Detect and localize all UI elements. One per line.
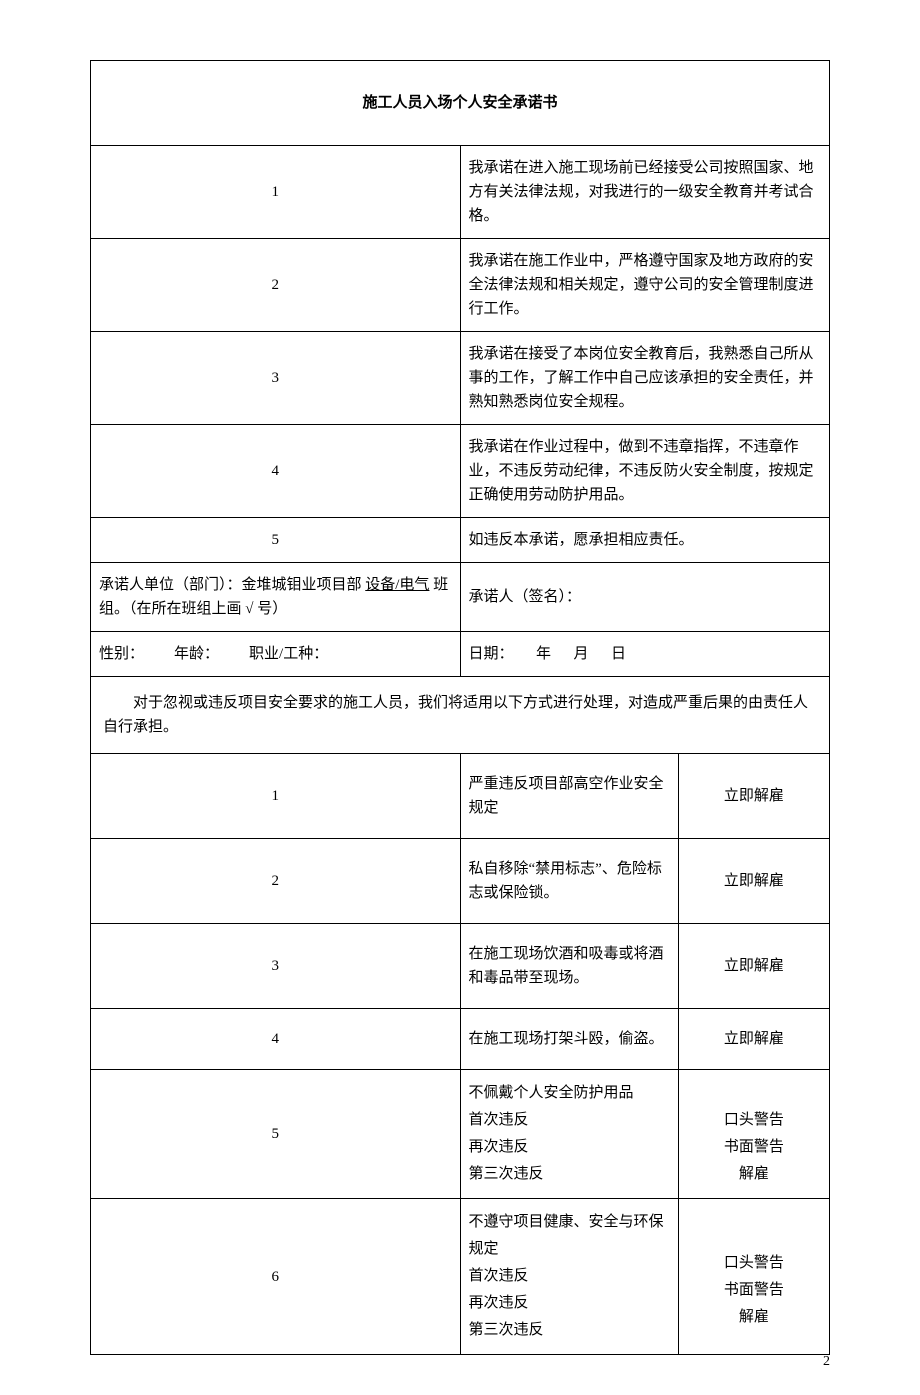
- v-num-1: 1: [91, 754, 461, 839]
- v-text-4: 在施工现场打架斗殴，偷盗。: [460, 1009, 678, 1070]
- commit-text-5: 如违反本承诺，愿承担相应责任。: [460, 518, 830, 563]
- v-num-2: 2: [91, 839, 461, 924]
- day-label: 日: [611, 646, 626, 662]
- v-num-6: 6: [91, 1199, 461, 1355]
- v-num-4: 4: [91, 1009, 461, 1070]
- commitment-document-table: 施工人员入场个人安全承诺书 1 我承诺在进入施工现场前已经接受公司按照国家、地方…: [90, 60, 830, 1355]
- v6-line4: 第三次违反: [469, 1317, 670, 1344]
- v-num-3: 3: [91, 924, 461, 1009]
- gender-label: 性别：: [99, 646, 144, 662]
- commit-text-2: 我承诺在施工作业中，严格遵守国家及地方政府的安全法律法规和相关规定，遵守公司的安…: [460, 239, 830, 332]
- personal-info-cell: 性别： 年龄： 职业/工种：: [91, 632, 461, 677]
- date-label: 日期：: [469, 646, 514, 662]
- v5-line3: 再次违反: [469, 1134, 670, 1161]
- v-penalty-2: 立即解雇: [678, 839, 829, 924]
- v5-p2: 书面警告: [687, 1134, 821, 1161]
- v5-line2: 首次违反: [469, 1107, 670, 1134]
- v6-p2: 书面警告: [687, 1277, 821, 1304]
- v6-line3: 再次违反: [469, 1290, 670, 1317]
- v-num-5: 5: [91, 1070, 461, 1199]
- v6-line1: 不遵守项目健康、安全与环保规定: [469, 1209, 670, 1263]
- v5-line4: 第三次违反: [469, 1161, 670, 1188]
- unit-cell: 承诺人单位（部门）：金堆城钼业项目部 设备/电气 班组。（在所在班组上画 √ 号…: [91, 563, 461, 632]
- v-penalty-5: 口头警告 书面警告 解雇: [678, 1070, 829, 1199]
- commit-text-4: 我承诺在作业过程中，做到不违章指挥，不违章作业，不违反劳动纪律，不违反防火安全制…: [460, 425, 830, 518]
- v6-line2: 首次违反: [469, 1263, 670, 1290]
- year-label: 年: [536, 646, 551, 662]
- v-penalty-4: 立即解雇: [678, 1009, 829, 1070]
- commit-num-3: 3: [91, 332, 461, 425]
- occupation-label: 职业/工种：: [249, 646, 328, 662]
- unit-label-prefix: 承诺人单位（部门）：金堆城钼业项目部: [99, 577, 365, 593]
- unit-underline: 设备/电气: [365, 577, 429, 593]
- v-penalty-1: 立即解雇: [678, 754, 829, 839]
- v-penalty-6: 口头警告 书面警告 解雇: [678, 1199, 829, 1355]
- v-text-2: 私自移除“禁用标志”、危险标志或保险锁。: [460, 839, 678, 924]
- commit-text-3: 我承诺在接受了本岗位安全教育后，我熟悉自己所从事的工作，了解工作中自己应该承担的…: [460, 332, 830, 425]
- commit-num-1: 1: [91, 146, 461, 239]
- intro-text: 对于忽视或违反项目安全要求的施工人员，我们将适用以下方式进行处理，对造成严重后果…: [91, 677, 830, 754]
- v-text-6: 不遵守项目健康、安全与环保规定 首次违反 再次违反 第三次违反: [460, 1199, 678, 1355]
- commit-num-4: 4: [91, 425, 461, 518]
- v-text-1: 严重违反项目部高空作业安全规定: [460, 754, 678, 839]
- v6-p1: 口头警告: [687, 1250, 821, 1277]
- v-text-5: 不佩戴个人安全防护用品 首次违反 再次违反 第三次违反: [460, 1070, 678, 1199]
- commit-text-1: 我承诺在进入施工现场前已经接受公司按照国家、地方有关法律法规，对我进行的一级安全…: [460, 146, 830, 239]
- v5-line1: 不佩戴个人安全防护用品: [469, 1080, 670, 1107]
- v5-p3: 解雇: [687, 1161, 821, 1188]
- month-label: 月: [574, 646, 589, 662]
- v-penalty-3: 立即解雇: [678, 924, 829, 1009]
- page-number: 2: [823, 1354, 830, 1370]
- v6-p3: 解雇: [687, 1304, 821, 1331]
- commit-num-5: 5: [91, 518, 461, 563]
- v-text-3: 在施工现场饮酒和吸毒或将酒和毒品带至现场。: [460, 924, 678, 1009]
- date-cell: 日期： 年 月 日: [460, 632, 830, 677]
- signer-cell: 承诺人（签名）：: [460, 563, 830, 632]
- commit-num-2: 2: [91, 239, 461, 332]
- v5-p1: 口头警告: [687, 1107, 821, 1134]
- signer-label: 承诺人（签名）：: [469, 589, 582, 605]
- age-label: 年龄：: [174, 646, 219, 662]
- document-title: 施工人员入场个人安全承诺书: [91, 61, 830, 146]
